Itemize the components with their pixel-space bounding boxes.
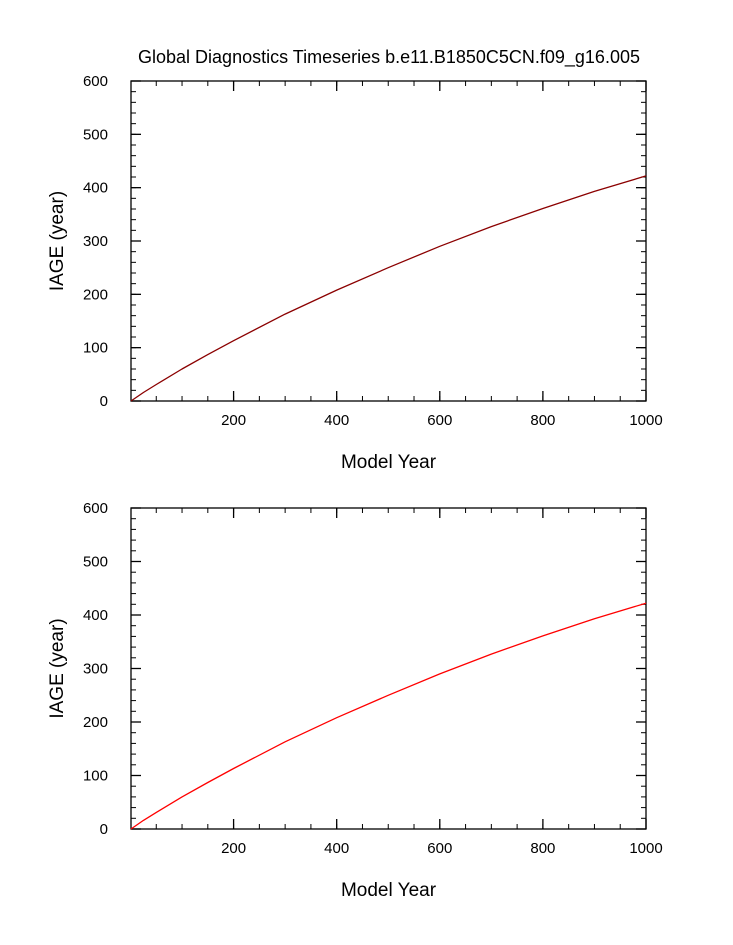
x-tick-label: 1000 <box>629 412 662 429</box>
x-tick-label: 1000 <box>629 840 662 857</box>
y-tick-label: 0 <box>100 393 108 410</box>
y-tick-label: 0 <box>100 821 108 838</box>
x-tick-label: 200 <box>221 412 246 429</box>
x-tick-label: 600 <box>427 412 452 429</box>
x-tick-label: 800 <box>530 840 555 857</box>
y-tick-label: 400 <box>83 180 108 197</box>
y-tick-label: 500 <box>83 554 108 571</box>
y-axis-title: IAGE (year) <box>47 618 68 718</box>
y-axis-title: IAGE (year) <box>47 191 68 291</box>
y-tick-label: 600 <box>83 500 108 517</box>
x-tick-label: 400 <box>324 840 349 857</box>
y-tick-label: 100 <box>83 340 108 357</box>
y-tick-label: 400 <box>83 607 108 624</box>
y-tick-label: 100 <box>83 768 108 785</box>
plot-frame <box>130 80 647 402</box>
panel-bottom: 200 400 600 800 1000 0 100 200 300 400 500 600 Model… <box>47 500 663 901</box>
x-tick-label: 600 <box>427 840 452 857</box>
y-tick-label: 600 <box>83 73 108 90</box>
iage-series-line <box>130 175 647 402</box>
plot-frame <box>130 507 647 830</box>
y-tick-label: 300 <box>83 661 108 678</box>
chart-title: Global Diagnostics Timeseries b.e11.B185… <box>138 47 640 68</box>
x-tick-label: 200 <box>221 840 246 857</box>
y-tick-label: 200 <box>83 714 108 731</box>
y-tick-label: 200 <box>83 286 108 303</box>
x-tick-label: 400 <box>324 412 349 429</box>
panel-top: 200 400 600 800 1000 0 100 200 300 400 500 600 Model… <box>47 73 663 473</box>
iage-series-line <box>130 602 647 830</box>
x-axis-title: Model Year <box>341 452 437 473</box>
x-axis-title: Model Year <box>341 880 437 901</box>
y-tick-label: 300 <box>83 233 108 250</box>
x-tick-label: 800 <box>530 412 555 429</box>
y-tick-label: 500 <box>83 126 108 143</box>
